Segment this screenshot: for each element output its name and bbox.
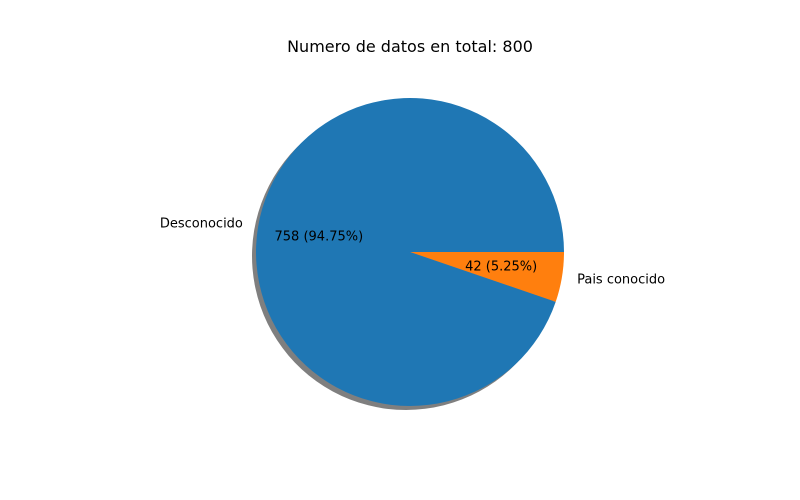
slice-label-1: Desconocido <box>160 217 243 232</box>
slice-label-0: Pais conocido <box>577 272 665 287</box>
pie-labels: Pais conocido 42 (5.25%) Desconocido 758 (9… <box>160 217 665 288</box>
pie-slices <box>251 98 564 410</box>
chart-title: Numero de datos en total: 800 <box>287 37 533 56</box>
slice-value-label-1: 758 (94.75%) <box>275 229 364 244</box>
pie-slice-0 <box>410 252 564 302</box>
pie-slice-1 <box>255 98 564 407</box>
slice-value-label-0: 42 (5.25%) <box>465 260 537 275</box>
